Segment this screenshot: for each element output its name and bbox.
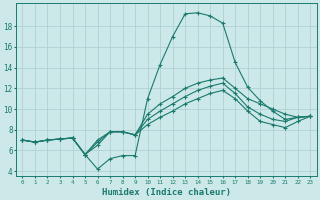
X-axis label: Humidex (Indice chaleur): Humidex (Indice chaleur) bbox=[102, 188, 231, 197]
